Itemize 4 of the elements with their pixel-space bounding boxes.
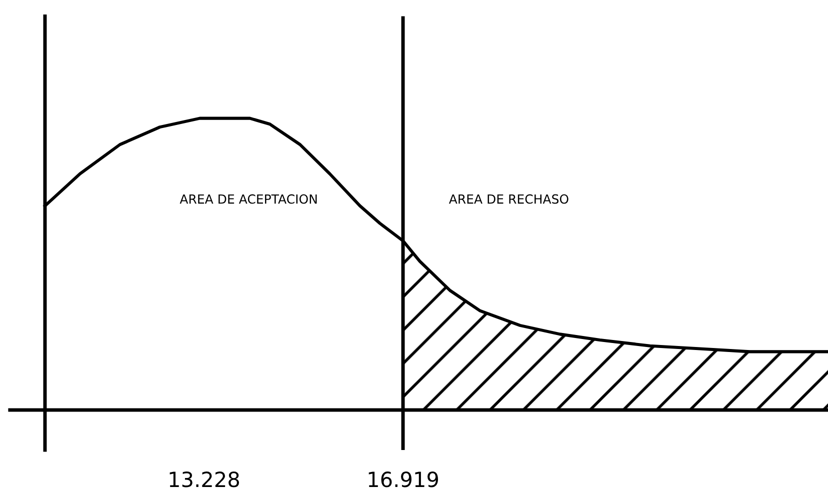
annotation: AREA DE ACEPTACION	[180, 194, 317, 204]
x-tick-label: 13.228	[170, 472, 239, 488]
x-tick-label: 16.919	[368, 472, 438, 488]
annotation: AREA DE RECHASO	[448, 194, 568, 204]
